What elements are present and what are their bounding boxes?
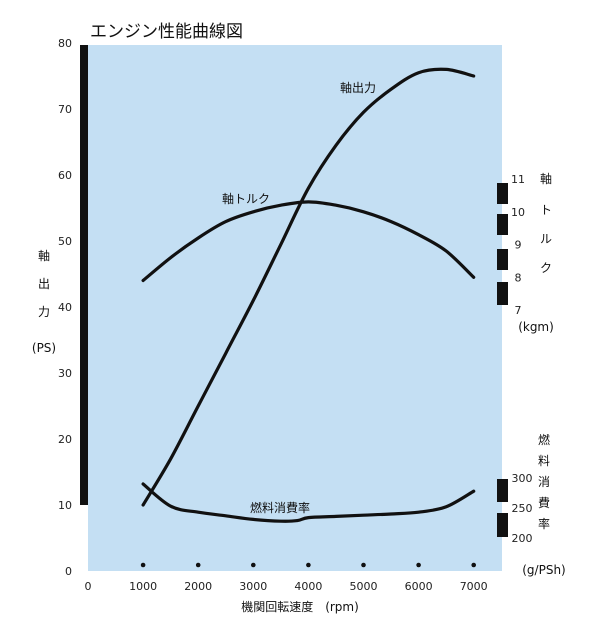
- torque-tick: 7: [515, 304, 522, 317]
- x-axis-title: 機関回転速度 (rpm): [241, 599, 359, 614]
- torque-axis-unit: (kgm): [518, 320, 554, 334]
- x-axis-dot: [195, 562, 201, 568]
- power-axis-char: 力: [38, 305, 50, 319]
- series-line-fuel: [141, 482, 476, 523]
- power-tick: 10: [58, 499, 72, 512]
- x-axis-dot: [471, 562, 477, 568]
- torque-axis-char: ル: [540, 232, 552, 246]
- torque-tick: 9: [515, 239, 522, 252]
- power-tick: 50: [58, 235, 72, 248]
- fuel-axis-unit: (g/PSh): [522, 563, 565, 577]
- series-line-torque: [141, 200, 476, 283]
- fuel-axis-char: 費: [538, 495, 550, 510]
- power-tick-labels: 0 10 20 30 40 50 60 70 80: [58, 37, 72, 578]
- torque-axis-char: 軸: [540, 172, 552, 186]
- x-tick: 2000: [184, 580, 212, 593]
- power-axis-char: 出: [38, 277, 50, 291]
- fuel-tick: 300: [512, 472, 533, 485]
- torque-tick: 8: [515, 271, 522, 284]
- torque-tick: 11: [511, 173, 525, 186]
- fuel-axis-char: 燃: [538, 432, 550, 447]
- torque-axis-title: 軸 ト ル ク (kgm): [518, 172, 554, 334]
- torque-axis-char: ト: [540, 203, 552, 217]
- x-axis-dot: [361, 562, 366, 568]
- series-line-power: [141, 67, 476, 507]
- fuel-axis-char: 消: [538, 475, 550, 489]
- x-tick: 7000: [460, 580, 488, 593]
- x-tick: 5000: [350, 580, 378, 593]
- power-axis-char: 軸: [38, 249, 50, 263]
- x-tick: 1000: [129, 580, 157, 593]
- power-tick: 40: [58, 301, 72, 314]
- fuel-axis-char: 料: [538, 454, 550, 468]
- fuel-tick: 200: [512, 532, 533, 545]
- power-axis-unit: (PS): [32, 341, 56, 355]
- power-tick: 80: [58, 37, 72, 50]
- power-tick: 0: [65, 565, 72, 578]
- fuel-axis-title: 燃 料 消 費 率 (g/PSh): [522, 432, 565, 577]
- x-tick: 3000: [239, 580, 267, 593]
- series-label-fuel: 燃料消費率: [250, 500, 310, 515]
- fuel-axis-bars: [497, 479, 508, 537]
- x-tick-labels: 0 1000 2000 3000 4000 5000 6000 7000: [85, 580, 488, 593]
- torque-tick: 10: [511, 206, 525, 219]
- x-tick: 6000: [405, 580, 433, 593]
- torque-axis-bars: [497, 183, 508, 305]
- x-axis-dot: [416, 562, 421, 568]
- x-axis-dots: [140, 562, 477, 568]
- fuel-tick-labels: 200 250 300: [512, 472, 533, 545]
- x-tick: 0: [85, 580, 92, 593]
- fuel-tick: 250: [512, 502, 533, 515]
- torque-tick-labels: 7 8 9 10 11: [511, 173, 525, 317]
- power-axis-bar: [80, 45, 88, 505]
- power-tick: 20: [58, 433, 72, 446]
- fuel-axis-char: 率: [538, 516, 550, 531]
- x-axis-dot: [251, 562, 256, 568]
- power-tick: 30: [58, 367, 72, 380]
- x-axis-dot: [140, 562, 146, 568]
- power-tick: 70: [58, 103, 72, 116]
- series-label-torque: 軸トルク: [222, 192, 270, 206]
- series-label-power: 軸出力: [340, 81, 376, 95]
- series-lines: [141, 67, 476, 523]
- power-axis-title: 軸 出 力 (PS): [32, 249, 56, 355]
- x-tick: 4000: [294, 580, 322, 593]
- power-tick: 60: [58, 169, 72, 182]
- chart-title: エンジン性能曲線図: [90, 22, 243, 42]
- x-axis-dot: [306, 562, 311, 568]
- torque-axis-char: ク: [540, 261, 552, 275]
